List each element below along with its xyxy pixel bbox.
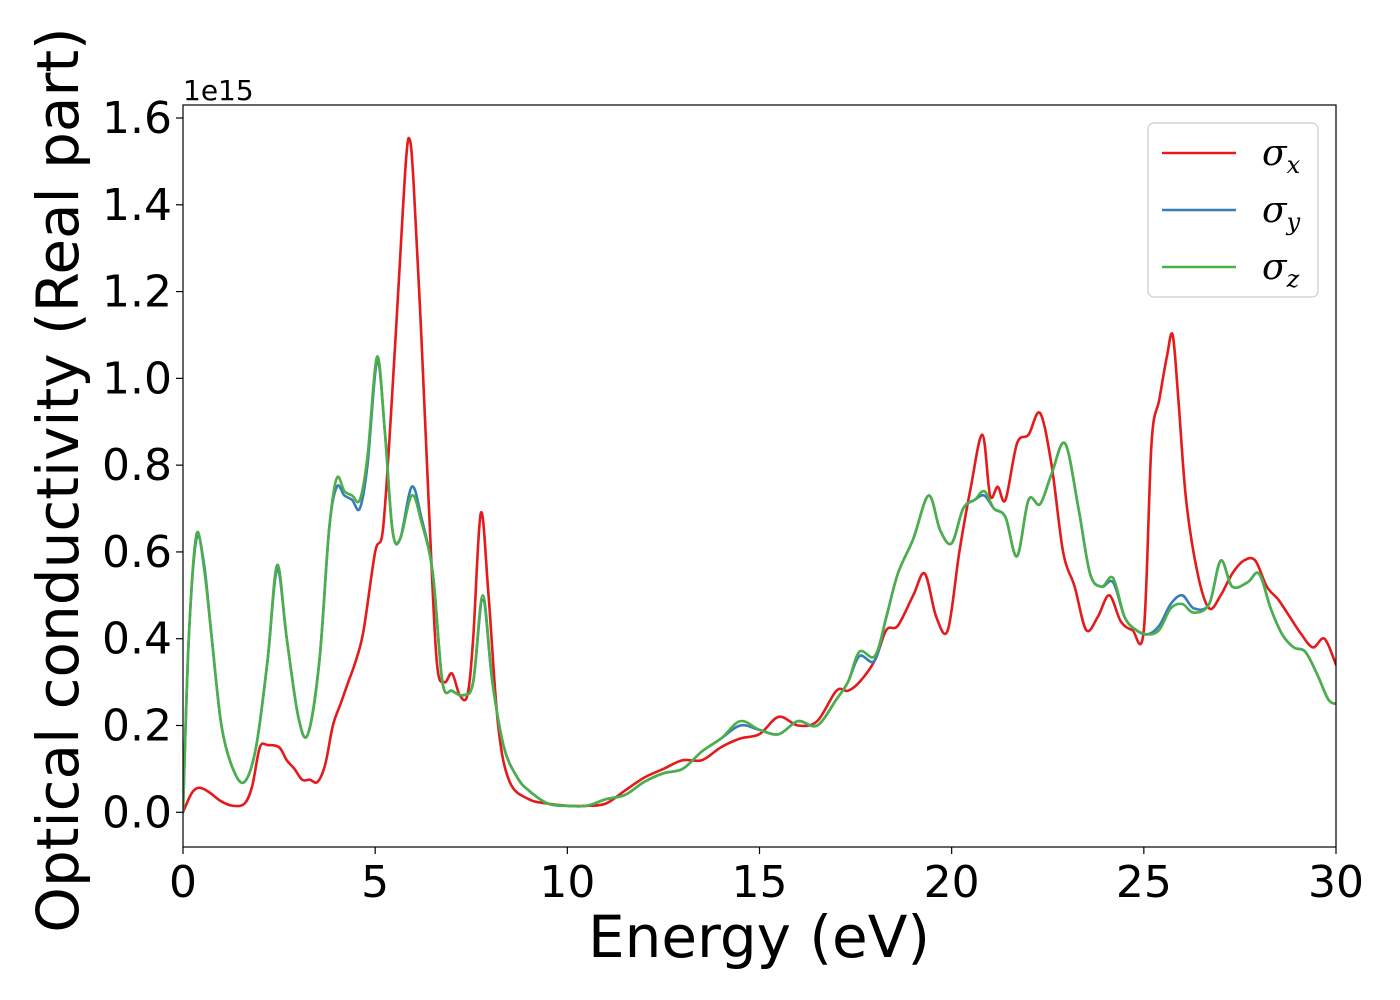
x-axis-title: Energy (eV) [588,903,930,971]
y-axis-title: Optical conductivity (Real part) [24,27,92,932]
series-layer [183,136,1336,814]
x-tick-label: 30 [1308,857,1364,908]
y-tick-label: 0.0 [102,787,172,838]
series-line-x [183,136,1336,814]
legend-label-x: σx [1262,133,1301,179]
x-tick-label: 20 [924,857,980,908]
legend: σx σy σz [1147,122,1319,298]
y-offset-label: 1e15 [183,74,254,107]
y-tick-label: 0.8 [102,440,172,491]
y-tick-label: 0.4 [102,614,172,665]
x-tick-label: 5 [361,857,389,908]
x-tick-label: 15 [732,857,788,908]
legend-label-y: σy [1262,190,1301,236]
series-line-z [183,355,1336,814]
y-tick-label: 0.6 [102,527,172,578]
x-tick-label: 0 [169,857,197,908]
y-tick-label: 1.4 [102,180,172,231]
y-tick-label: 1.2 [102,267,172,318]
ticks-layer: 0 5 10 15 20 25 30 0.0 0.2 0.4 0.6 0.8 1.0 1.2 1.4 1.6 [102,93,1364,908]
legend-label-z: σz [1262,247,1300,293]
x-tick-label: 10 [539,857,595,908]
y-tick-label: 1.6 [102,93,172,144]
y-tick-label: 0.2 [102,701,172,752]
x-tick-label: 25 [1116,857,1172,908]
y-tick-label: 1.0 [102,353,172,404]
